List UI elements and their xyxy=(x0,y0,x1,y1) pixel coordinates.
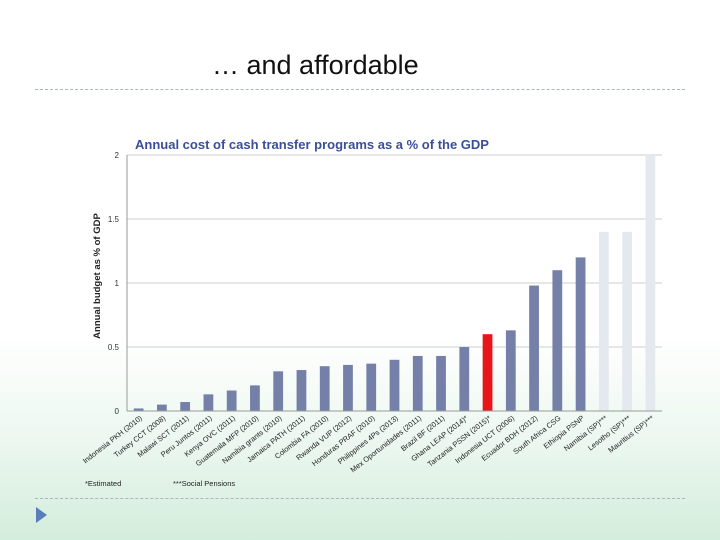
slide-title: … and affordable xyxy=(212,50,419,80)
bar xyxy=(133,408,144,411)
y-tick-label: 1 xyxy=(115,279,120,288)
bar xyxy=(157,404,167,411)
chart-title: Annual cost of cash transfer programs as… xyxy=(135,137,489,152)
bar xyxy=(343,364,353,411)
bar xyxy=(366,363,377,411)
footnote-estimated: *Estimated xyxy=(85,479,121,488)
y-axis-ticks: 0 0.5 1 1.5 2 xyxy=(108,151,120,416)
bar xyxy=(226,390,237,411)
top-divider xyxy=(35,89,685,90)
bar xyxy=(436,355,446,411)
bar xyxy=(203,394,214,411)
bars xyxy=(133,155,656,411)
y-axis-label: Annual budget as % of GDP xyxy=(92,213,103,339)
bar xyxy=(250,385,260,411)
bar xyxy=(180,402,191,411)
bar xyxy=(529,285,539,411)
bar xyxy=(412,355,423,411)
category-labels: Indonesia PKH (2010)Turkey CCT (2008)Mal… xyxy=(81,413,656,474)
bar xyxy=(389,359,400,411)
bar xyxy=(296,370,307,411)
bar xyxy=(622,231,632,411)
bar xyxy=(482,334,493,411)
bar xyxy=(552,270,563,411)
bottom-divider xyxy=(35,498,685,499)
bar xyxy=(459,347,470,411)
bar xyxy=(575,257,586,411)
bar xyxy=(273,371,284,411)
y-tick-label: 0 xyxy=(115,407,120,416)
bar xyxy=(505,330,516,411)
play-arrow-icon[interactable] xyxy=(36,507,47,523)
y-tick-label: 0.5 xyxy=(108,343,120,352)
bar xyxy=(598,231,609,411)
gridlines xyxy=(127,154,662,348)
y-tick-label: 1.5 xyxy=(108,215,120,224)
y-tick-label: 2 xyxy=(115,151,120,160)
bar xyxy=(319,366,330,411)
footnote-social-pensions: ***Social Pensions xyxy=(173,479,235,488)
bar xyxy=(645,155,656,411)
